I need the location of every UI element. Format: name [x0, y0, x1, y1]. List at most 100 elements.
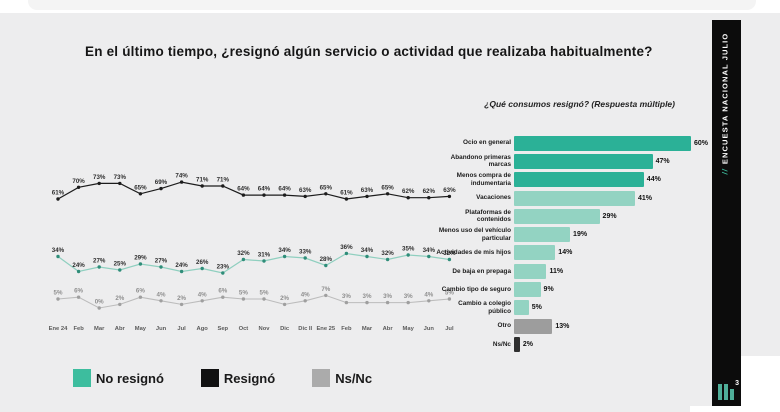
data-point-label: 24%	[175, 262, 188, 269]
data-point-label: 64%	[278, 186, 291, 193]
data-point-label: 73%	[114, 174, 127, 181]
data-point-label: 61%	[340, 190, 353, 197]
legend-label: Resignó	[223, 370, 276, 386]
data-point-label: 74%	[175, 173, 188, 180]
bar-track: 44%	[514, 172, 766, 188]
bar-track: 14%	[514, 245, 766, 261]
legend-label: No resignó	[96, 370, 164, 386]
line-series-resigno	[57, 181, 450, 200]
bar-chart-subtitle: ¿Qué consumos resignó? (Respuesta múltip…	[484, 99, 675, 109]
data-point-label: 4%	[198, 291, 207, 298]
data-point	[262, 259, 266, 263]
data-point	[200, 266, 204, 271]
data-point	[385, 257, 390, 262]
data-point-label: 4%	[301, 291, 310, 298]
data-point-label: 24%	[72, 262, 85, 269]
data-point-label: 63%	[361, 187, 374, 194]
data-point	[365, 254, 369, 259]
data-point	[324, 293, 328, 298]
bar-fill	[514, 336, 520, 352]
data-point	[159, 186, 163, 191]
bar-row: Plataformas de contenidos 29%	[436, 207, 766, 225]
x-axis-month-label: Nov	[259, 326, 271, 332]
data-point-label: 65%	[134, 184, 147, 191]
data-point	[118, 268, 122, 272]
brand-logo: 3	[718, 380, 740, 402]
data-point	[406, 196, 410, 200]
data-point-label: 4%	[157, 291, 166, 298]
data-point	[200, 184, 204, 188]
data-point-label: 3%	[363, 293, 372, 300]
bar-category-label: Abandono primeras marcas	[450, 154, 511, 169]
data-point	[56, 297, 60, 301]
data-point-label: 34%	[52, 247, 65, 254]
x-axis-month-label: Dic II	[298, 326, 312, 332]
data-point	[406, 253, 410, 257]
bar-track: 5%	[514, 300, 766, 316]
data-point-label: 6%	[136, 288, 145, 295]
bar-category-label: Plataformas de contenidos	[465, 208, 511, 224]
bar-value-label: 2%	[522, 340, 534, 348]
legend-item: Resignó	[200, 369, 276, 387]
x-axis-month-label: Jun	[424, 326, 435, 332]
data-point	[76, 269, 81, 274]
data-point-label: 28%	[320, 256, 333, 263]
x-axis-month-label: Jun	[156, 326, 167, 332]
data-point-label: 31%	[258, 252, 271, 259]
data-point-label: 2%	[280, 295, 289, 302]
background-corner	[741, 356, 780, 412]
slide-card: En el último tiempo, ¿resignó algún serv…	[0, 13, 780, 412]
bar-track: 11%	[514, 263, 766, 279]
data-point	[282, 193, 287, 197]
data-point-label: 62%	[402, 188, 415, 195]
data-point-label: 69%	[155, 179, 168, 186]
data-point	[159, 299, 163, 303]
data-point	[241, 193, 246, 197]
bar-category-label: Menos compra de indumentaria	[456, 172, 511, 187]
bar-row: Actividades de mis hijos 14%	[436, 244, 766, 262]
bar-category-label: Menos uso del vehículo particular	[438, 227, 511, 242]
bar-track: 9%	[514, 282, 766, 298]
data-point-label: 5%	[239, 290, 248, 297]
bar-fill	[514, 245, 556, 261]
bar-track: 13%	[514, 318, 766, 334]
x-axis-month-label: Sep	[217, 326, 228, 332]
bar-row: Cambio a colegio público 5%	[436, 299, 766, 317]
data-point-label: 32%	[237, 250, 250, 257]
bar-fill	[514, 318, 553, 334]
data-point	[221, 184, 225, 188]
bar-category-label: Actividades de mis hijos	[436, 249, 511, 257]
sidebar-strip	[712, 20, 741, 406]
data-point	[324, 192, 328, 196]
data-point-label: 23%	[217, 264, 230, 271]
data-point-label: 26%	[196, 259, 209, 266]
x-axis-month-label: Ene 24	[49, 326, 68, 332]
data-point-label: 2%	[177, 295, 186, 302]
data-point-label: 5%	[445, 290, 454, 297]
data-point	[262, 193, 266, 197]
bar-value-label: 44%	[646, 176, 661, 184]
legend-swatch-icon	[312, 369, 331, 387]
data-point	[221, 271, 225, 275]
legend-item: Ns/Nc	[312, 369, 372, 387]
line-series-nsnc	[57, 294, 450, 309]
bar-track: 19%	[514, 227, 766, 243]
data-point-label: 27%	[155, 258, 168, 265]
data-point-label: 0%	[95, 299, 104, 306]
bar-value-label: 14%	[558, 249, 573, 257]
data-point	[303, 256, 307, 260]
data-point-label: 27%	[93, 258, 106, 265]
data-point	[159, 265, 163, 269]
data-point-label: 34%	[361, 247, 374, 254]
x-axis-month-label: Feb	[73, 326, 84, 332]
trend-line-chart: 61% 70% 73% 73% 65% 69% 74% 71% 71% 64% 64% 64% 63% 6…	[49, 173, 456, 332]
data-point-label: 73%	[93, 174, 106, 181]
data-point	[344, 251, 349, 256]
bar-fill	[514, 135, 691, 151]
bar-fill	[514, 227, 571, 243]
bar-fill	[514, 153, 653, 169]
x-axis-month-label: Feb	[341, 326, 352, 332]
brand-slash-icon: //	[720, 168, 730, 175]
data-point	[138, 295, 143, 299]
